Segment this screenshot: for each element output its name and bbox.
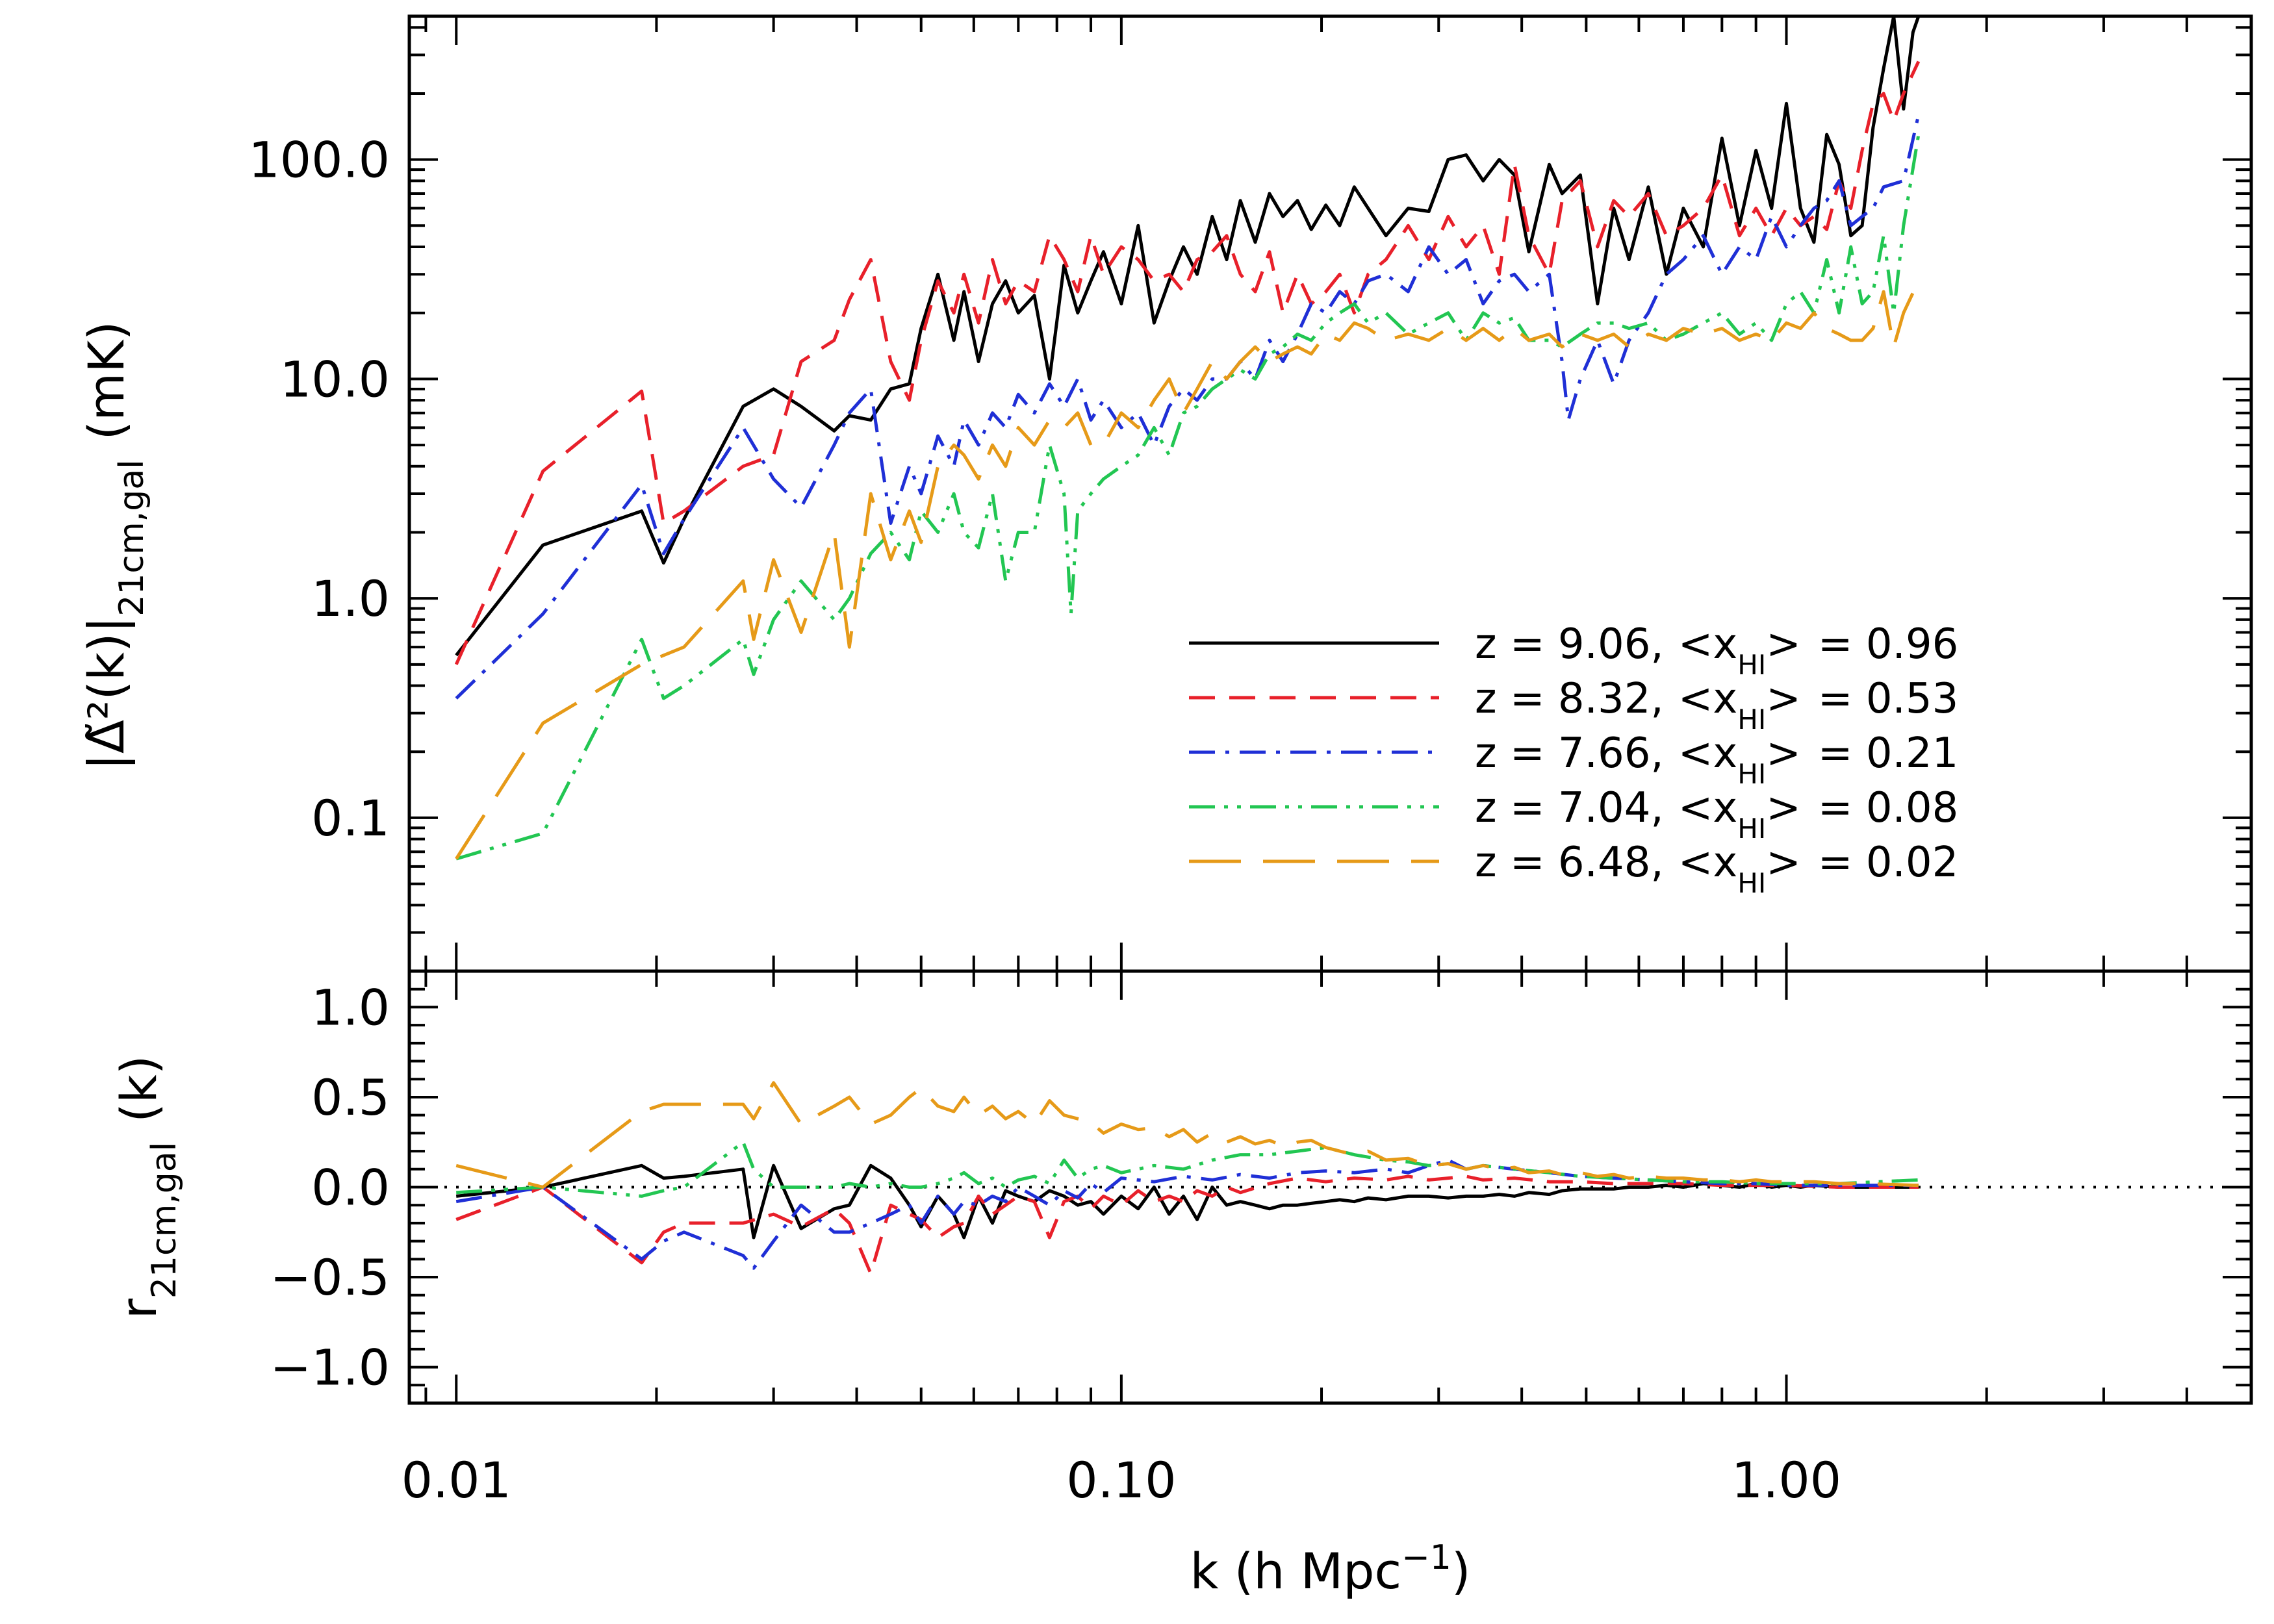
x-tick-label: 0.01 — [402, 1451, 511, 1509]
bottom-y-tick-label: −1.0 — [270, 1339, 390, 1397]
legend-label-4: z = 7.04, <xHI> = 0.08 — [1475, 784, 1958, 844]
top-axis-ticks — [409, 16, 2253, 972]
top-series-2 — [454, 60, 1921, 665]
top-y-tick-label: 1.0 — [311, 570, 390, 628]
top-y-tick-label: 100.0 — [248, 131, 390, 189]
bottom-panel: −1.0 −0.5 0.0 0.5 1.0 0.01 0.10 1.00 r21cm,gal… — [110, 969, 2253, 1600]
legend-label-2: z = 8.32, <xHI> = 0.53 — [1475, 675, 1958, 735]
top-y-tick-label: 10.0 — [280, 350, 390, 408]
top-y-axis-label: |Δ̃²(k)|21cm,gal(mK) — [77, 321, 151, 770]
bottom-series-2 — [455, 1174, 1919, 1275]
top-series-3 — [455, 114, 1921, 700]
legend-label-3: z = 7.66, <xHI> = 0.21 — [1475, 730, 1958, 790]
bottom-series-group — [455, 1081, 1919, 1275]
legend: z = 9.06, <xHI> = 0.96z = 8.32, <xHI> = 0.53… — [1189, 620, 1958, 899]
top-panel-frame — [407, 14, 2253, 973]
top-series-1 — [455, 14, 1921, 657]
legend-label-1: z = 9.06, <xHI> = 0.96 — [1475, 620, 1958, 681]
bottom-y-axis-label: r21cm,gal(k) — [110, 1056, 184, 1319]
top-y-tick-labels: 0.1 1.0 10.0 100.0 — [248, 131, 390, 847]
top-panel: 0.1 1.0 10.0 100.0 |Δ̃²(k)|21cm,gal(mK) z =… — [77, 14, 2253, 973]
bottom-series-5 — [455, 1081, 1919, 1189]
bottom-y-tick-label: 1.0 — [311, 978, 390, 1036]
x-tick-label: 1.00 — [1731, 1451, 1841, 1509]
top-series-5 — [455, 280, 1921, 860]
top-series-group — [454, 14, 1921, 861]
bottom-series-1 — [455, 1163, 1919, 1239]
bottom-series-4 — [456, 1140, 1919, 1198]
x-tick-labels: 0.01 0.10 1.00 — [402, 1451, 1841, 1509]
top-y-tick-label: 0.1 — [311, 789, 390, 847]
x-tick-label: 0.10 — [1066, 1451, 1176, 1509]
bottom-axis-ticks — [409, 970, 2253, 1404]
x-axis-label: k (h Mpc−1) — [1190, 1538, 1470, 1600]
bottom-y-tick-labels: −1.0 −0.5 0.0 0.5 1.0 — [270, 978, 390, 1396]
legend-label-5: z = 6.48, <xHI> = 0.02 — [1475, 839, 1958, 899]
bottom-panel-frame — [407, 969, 2253, 1405]
bottom-y-tick-label: 0.0 — [311, 1159, 390, 1217]
bottom-y-tick-label: 0.5 — [311, 1069, 390, 1126]
bottom-y-tick-label: −0.5 — [270, 1249, 390, 1306]
